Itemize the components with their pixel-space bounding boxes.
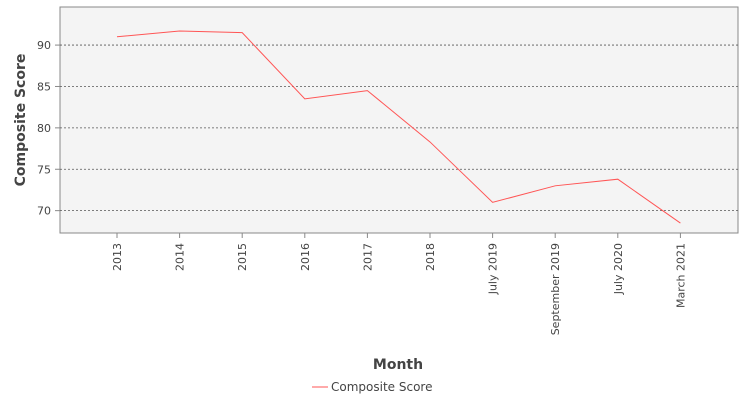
series-lines (116, 30, 681, 224)
x-tick-label-4: 2017 (361, 243, 374, 271)
y-tick-label-85: 85 (37, 80, 51, 93)
grid-lines (60, 44, 738, 212)
x-tick-label-1: 2014 (174, 243, 187, 271)
x-tick-label-6: July 2019 (487, 243, 500, 295)
plot-area (59, 6, 739, 234)
y-tick-label-70: 70 (37, 205, 51, 218)
x-axis-ticks: 2013 2014 2015 2016 2017 2018 July 2019 Septemb… (111, 233, 687, 335)
x-tick-label-9: March 2021 (674, 243, 687, 308)
legend: Composite Score (312, 380, 432, 394)
x-tick-label-3: 2016 (299, 243, 312, 271)
x-axis-title: Month (373, 357, 423, 373)
legend-label: Composite Score (331, 380, 432, 394)
x-tick-label-2: 2015 (236, 243, 249, 271)
y-axis-ticks: 70 75 80 85 90 (37, 39, 60, 218)
x-tick-label-8: July 2020 (612, 243, 625, 295)
y-axis-title: Composite Score (13, 54, 29, 187)
x-tick-label-0: 2013 (111, 243, 124, 271)
series-line-0 (116, 30, 681, 224)
y-tick-label-80: 80 (37, 122, 51, 135)
x-tick-label-7: September 2019 (549, 243, 562, 335)
y-tick-label-75: 75 (37, 163, 51, 176)
y-tick-label-90: 90 (37, 39, 51, 52)
x-tick-label-5: 2018 (424, 243, 437, 271)
